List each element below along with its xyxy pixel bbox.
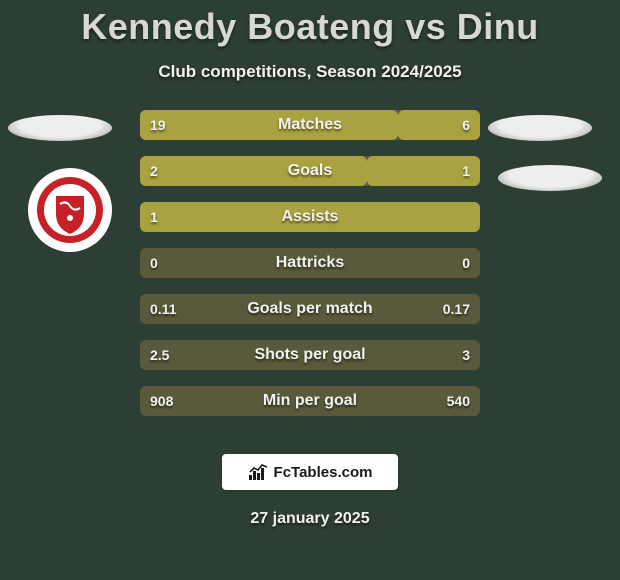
bar-right [367, 156, 480, 186]
stage: Matches196 Goals21 Assists1 Hattricks00 Goal… [0, 110, 620, 580]
bar-empty [140, 386, 480, 416]
bar-left [140, 110, 398, 140]
bar-right [398, 110, 480, 140]
ellipse-top-right [488, 115, 592, 141]
brand-pill: FcTables.com [222, 454, 398, 490]
stat-row: Assists1 [140, 202, 480, 232]
brand-icon [248, 463, 270, 481]
date-label: 27 january 2025 [250, 510, 369, 528]
bar-empty [140, 248, 480, 278]
page-subtitle: Club competitions, Season 2024/2025 [158, 62, 461, 82]
club-crest-icon [36, 176, 104, 244]
stat-row: Min per goal908540 [140, 386, 480, 416]
stat-row: Shots per goal2.53 [140, 340, 480, 370]
bar-empty [140, 294, 480, 324]
bar-left [140, 156, 367, 186]
page-title: Kennedy Boateng vs Dinu [81, 6, 539, 48]
ellipse-top-left [8, 115, 112, 141]
brand-text: FcTables.com [274, 464, 373, 481]
club-badge [28, 168, 112, 252]
stat-row: Goals21 [140, 156, 480, 186]
comparison-infographic: Kennedy Boateng vs Dinu Club competition… [0, 0, 620, 580]
ellipse-mid-right [498, 165, 602, 191]
bar-empty [140, 340, 480, 370]
bar-left [140, 202, 480, 232]
stat-row: Matches196 [140, 110, 480, 140]
stat-bars: Matches196 Goals21 Assists1 Hattricks00 Goal… [140, 110, 480, 432]
stat-row: Hattricks00 [140, 248, 480, 278]
stat-row: Goals per match0.110.17 [140, 294, 480, 324]
